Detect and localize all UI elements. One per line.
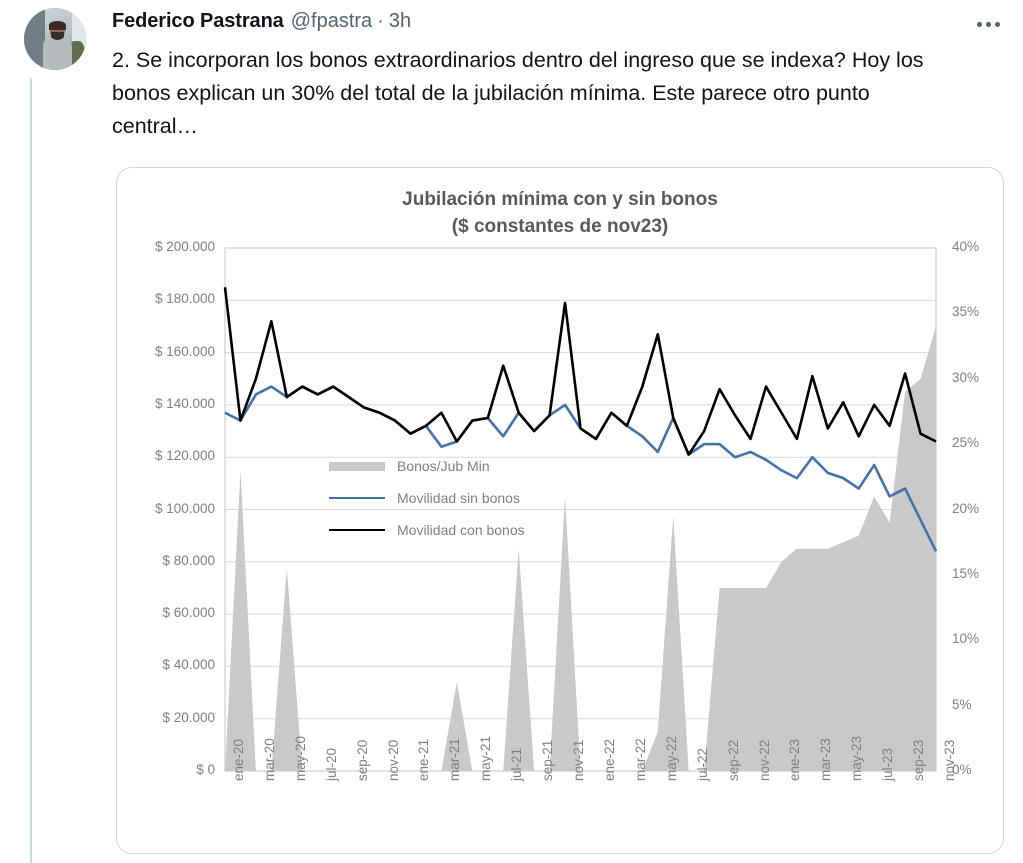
x-axis-tick: mar-22 (632, 738, 648, 781)
tweet-text: 2. Se incorporan los bonos extraordinari… (112, 48, 924, 138)
y-axis-left-tick: $ 40.000 (162, 657, 215, 673)
y-axis-left-tick: $ 180.000 (154, 291, 215, 307)
x-axis-tick: nov-20 (385, 739, 401, 781)
avatar-wall-left (24, 8, 46, 70)
series-movilidad-con-bonos-line (223, 287, 937, 456)
x-axis-tick: sep-20 (354, 739, 370, 781)
tweet-timestamp[interactable]: 3h (388, 10, 412, 32)
y-axis-left-tick: $ 80.000 (162, 552, 215, 568)
y-axis-right-tick: 25% (952, 435, 980, 451)
y-axis-left-tick: $ 200.000 (154, 239, 215, 254)
x-axis-tick: ene-23 (787, 738, 803, 781)
y-axis-right-tick: 40% (952, 239, 980, 254)
y-axis-right-tick: 35% (952, 304, 980, 320)
x-axis-tick: jul-21 (509, 747, 525, 781)
y-axis-left-tick: $ 100.000 (154, 500, 215, 516)
more-dot-1 (976, 21, 982, 27)
y-axis-left-tick: $ 0 (196, 762, 215, 777)
more-dot-3 (994, 21, 1000, 27)
x-axis-tick: sep-22 (725, 739, 741, 781)
chart-title-line2: ($ constantes de nov23) (451, 216, 669, 237)
y-axis-left-tick: $ 60.000 (162, 605, 215, 621)
y-axis-left-tick: $ 120.000 (154, 448, 215, 464)
author-name[interactable]: Federico Pastrana (112, 10, 284, 32)
legend-swatch-line-icon (329, 529, 385, 531)
y-axis-right-tick: 0% (952, 762, 972, 777)
x-axis-tick: mar-20 (261, 738, 277, 781)
x-axis-tick: may-22 (663, 735, 679, 781)
chart-plot-area: $ 200.000 $ 180.000 $ 160.000 $ 140.000 $ 12… (117, 168, 1003, 853)
chart-title: Jubilación mínima con y sin bonos ($ con… (117, 186, 1003, 240)
legend-swatch-area-icon (329, 461, 385, 471)
thread-connector-line (30, 78, 32, 863)
legend-item: Movilidad con bonos (329, 522, 525, 538)
legend-label: Movilidad con bonos (397, 522, 525, 538)
x-axis-tick: ene-21 (416, 738, 432, 781)
chart-title-line1: Jubilación mínima con y sin bonos (402, 189, 718, 210)
legend-label: Movilidad sin bonos (397, 490, 520, 506)
y-axis-right-tick: 10% (952, 631, 980, 647)
avatar[interactable] (24, 8, 86, 70)
y-axis-left-tick: $ 20.000 (162, 709, 215, 725)
legend-label: Bonos/Jub Min (397, 458, 490, 474)
more-dot-2 (985, 21, 991, 27)
header-separator: · (377, 10, 384, 32)
chart-svg (223, 247, 938, 772)
author-handle[interactable]: @fpastra (290, 10, 373, 32)
x-axis-tick: nov-21 (571, 739, 587, 781)
y-axis-left-tick: $ 140.000 (154, 395, 215, 411)
x-axis-tick: nov-23 (942, 739, 957, 781)
x-axis-tick: nov-22 (756, 739, 772, 781)
avatar-person-beard (50, 31, 65, 41)
y-axis-right-tick: 30% (952, 369, 980, 385)
legend-item: Bonos/Jub Min (329, 458, 490, 474)
series-bonos-jub-min-area (225, 326, 936, 771)
x-axis-tick: ene-22 (601, 738, 617, 781)
y-axis-left-tick: $ 160.000 (154, 343, 215, 359)
avatar-column (24, 8, 96, 70)
legend-item: Movilidad sin bonos (329, 490, 520, 506)
legend-swatch-line-icon (329, 497, 385, 499)
more-options-icon[interactable] (971, 10, 1005, 38)
x-axis-tick: jul-20 (323, 747, 339, 781)
x-axis-tick: mar-23 (818, 738, 834, 781)
x-axis-tick: may-20 (292, 735, 308, 781)
x-axis-tick: sep-21 (540, 739, 556, 781)
x-axis-tick: may-21 (478, 735, 494, 781)
chart-card[interactable]: Jubilación mínima con y sin bonos ($ con… (116, 167, 1004, 854)
tweet-header: Federico Pastrana @fpastra · 3h (112, 10, 1003, 33)
avatar-person-hair (49, 21, 66, 30)
y-axis-right-tick: 15% (952, 565, 980, 581)
y-axis-right-tick: 5% (952, 696, 972, 712)
x-axis-tick: mar-21 (447, 738, 463, 781)
x-axis-tick: jul-22 (694, 747, 710, 781)
x-axis-tick: may-23 (849, 735, 865, 781)
avatar-wall-right (72, 8, 86, 47)
y-axis-right-tick: 20% (952, 500, 980, 516)
x-axis-tick: jul-23 (880, 747, 896, 781)
x-axis-tick: sep-23 (911, 739, 927, 781)
x-axis-tick: ene-20 (231, 738, 246, 781)
